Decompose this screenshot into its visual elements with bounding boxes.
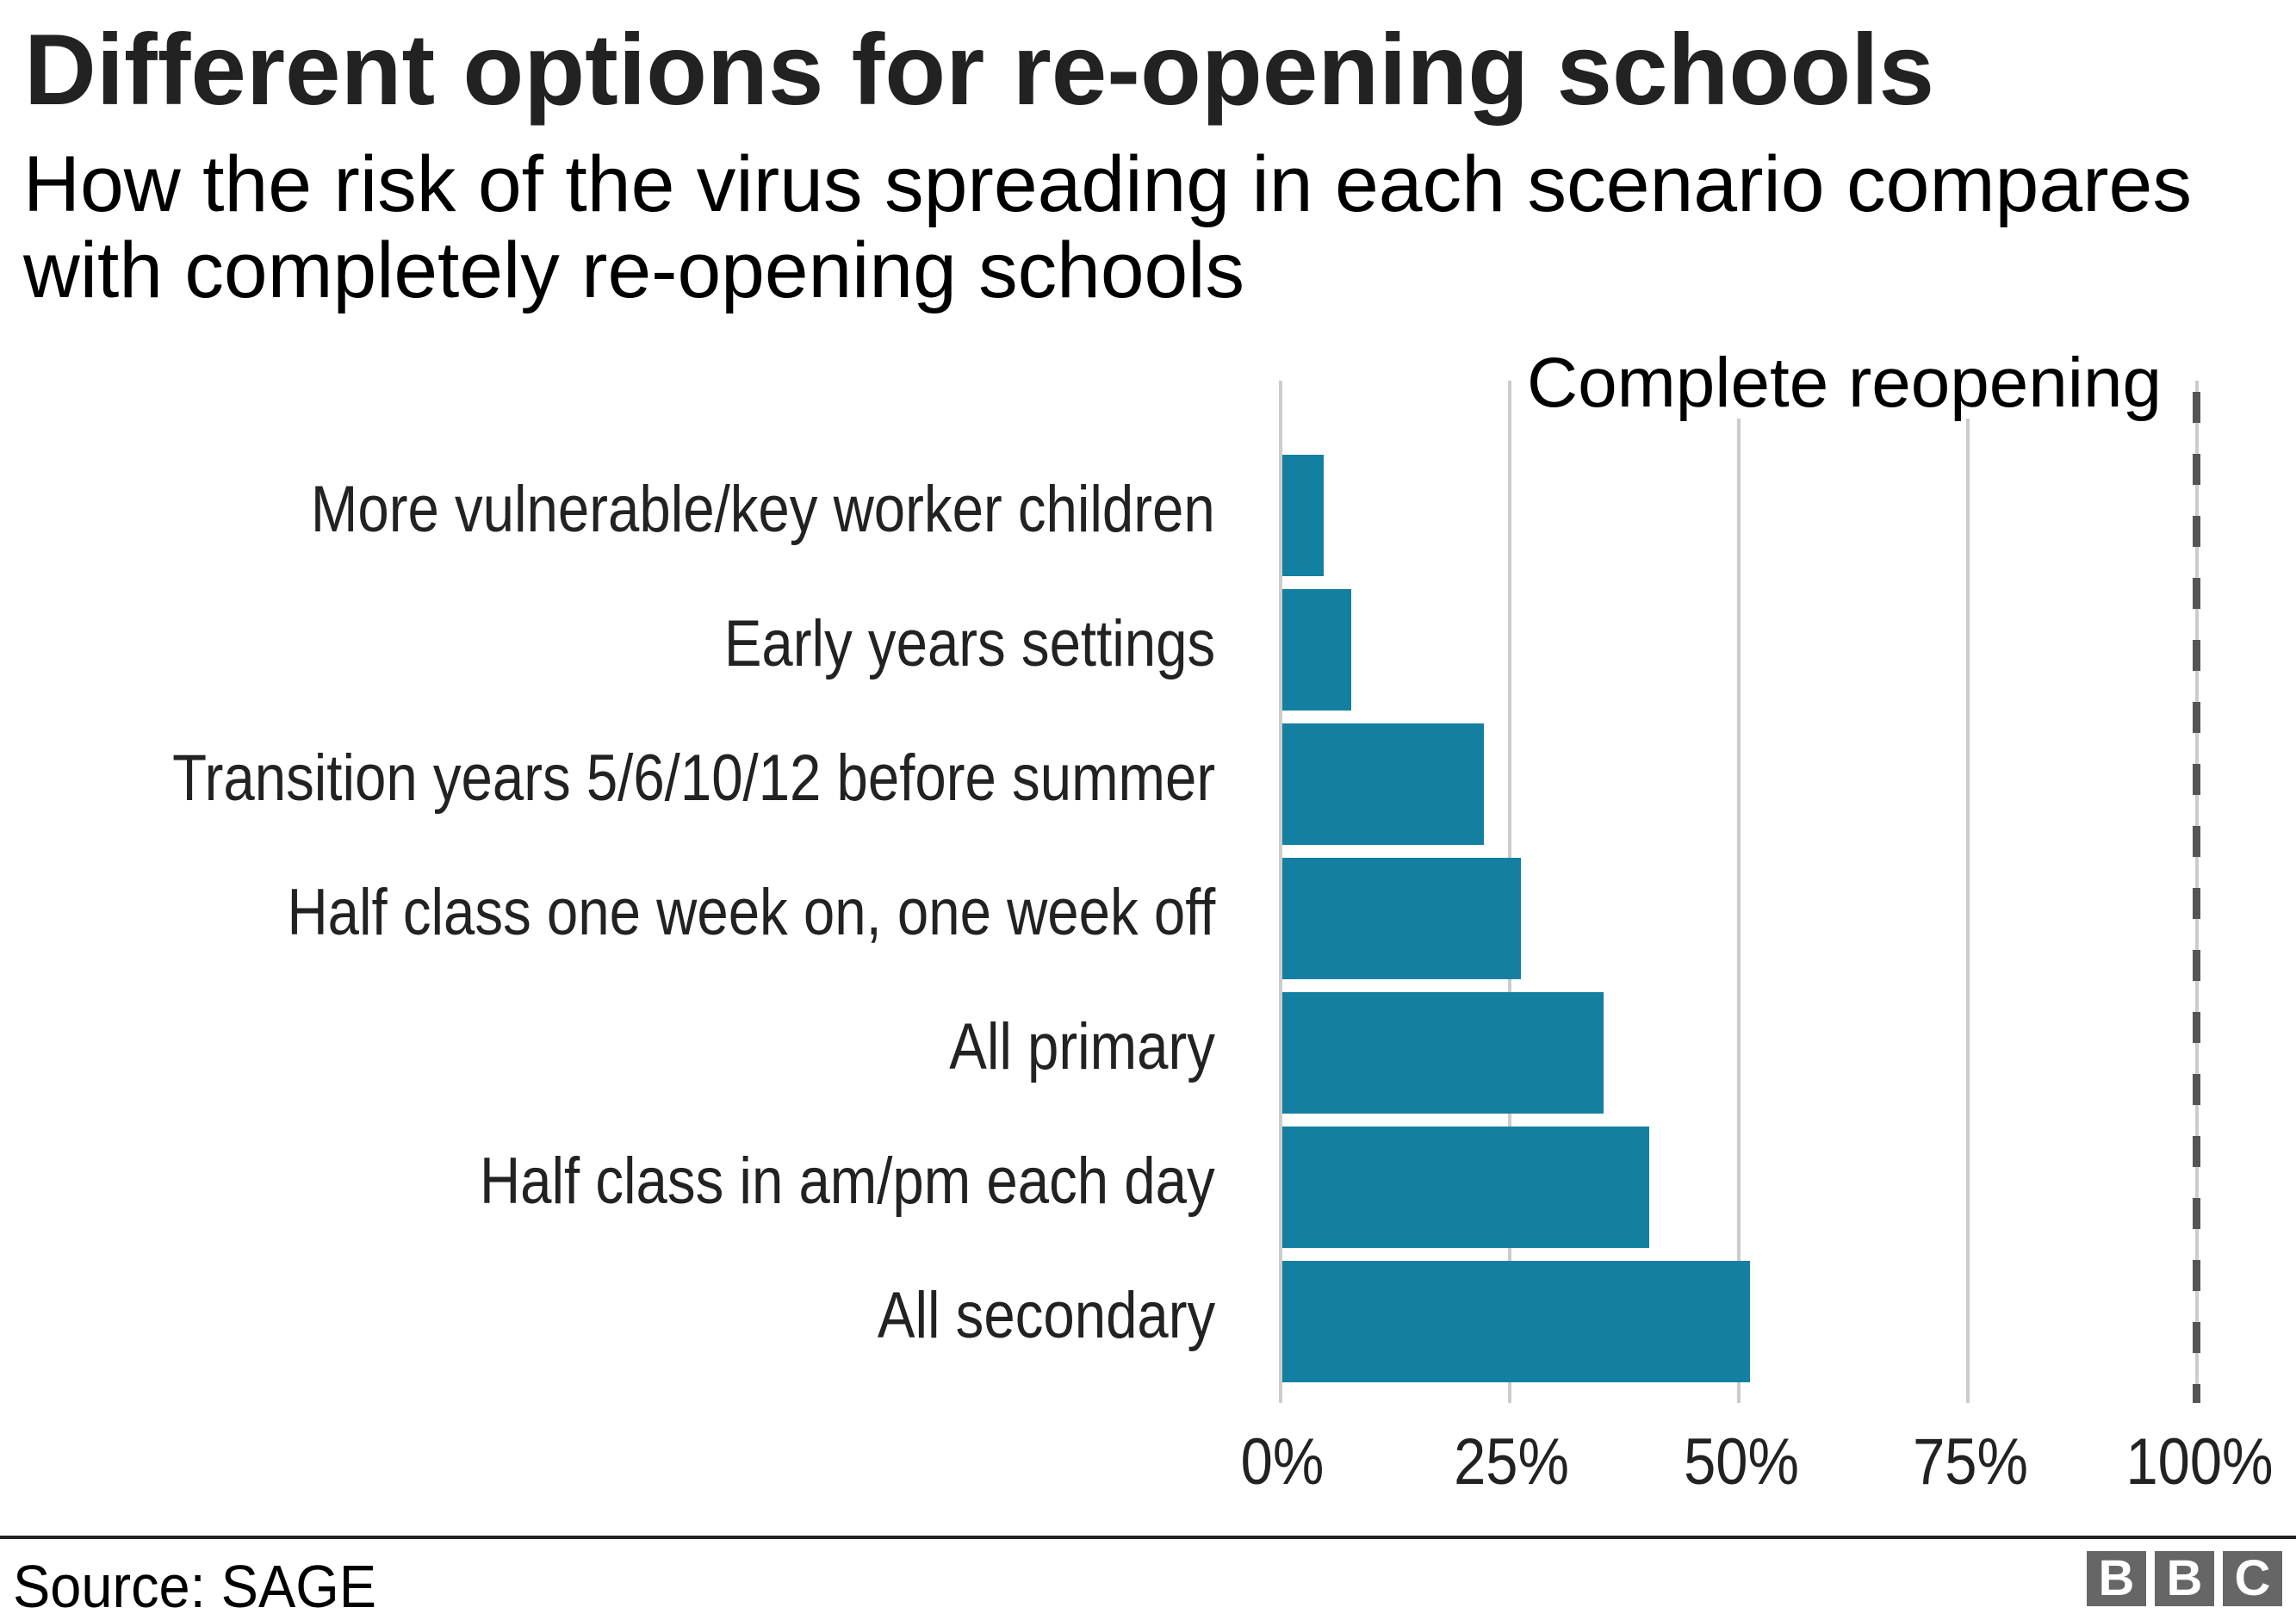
bbc-logo-letter-b1: B xyxy=(2087,1551,2146,1606)
chart-subtitle-line-1: How the risk of the virus spreading in e… xyxy=(23,145,2207,224)
x-tick-label: 75% xyxy=(1912,1425,2028,1499)
bbc-logo-letter-b2: B xyxy=(2155,1551,2214,1606)
source-note: Source: SAGE xyxy=(13,1556,405,1617)
chart-subtitle-text-1: How the risk of the virus spreading in e… xyxy=(23,140,2192,228)
bar xyxy=(1282,992,1604,1114)
chart-title: Different options for re-opening schools xyxy=(24,19,1950,120)
bbc-logo-letter-c: C xyxy=(2223,1551,2282,1606)
x-tick-label: 100% xyxy=(2125,1425,2274,1499)
reference-dashed-line xyxy=(2193,392,2200,1403)
bar xyxy=(1282,723,1485,845)
bar xyxy=(1282,589,1351,711)
bar xyxy=(1282,1127,1649,1248)
category-label: All primary xyxy=(949,1009,1215,1083)
category-label: Transition years 5/6/10/12 before summer xyxy=(172,741,1215,815)
bar xyxy=(1282,1261,1751,1382)
footer-divider xyxy=(0,1536,2296,1539)
category-label: More vulnerable/key worker children xyxy=(311,472,1215,546)
bar xyxy=(1282,455,1324,576)
reference-label-text: Complete reopening xyxy=(1527,344,2162,422)
category-label: All secondary xyxy=(877,1278,1215,1352)
bar xyxy=(1282,858,1521,979)
gridline-50 xyxy=(1737,381,1741,1403)
x-tick-label: 25% xyxy=(1454,1425,1570,1499)
x-tick-label: 50% xyxy=(1683,1425,1799,1499)
category-label: Half class one week on, one week off xyxy=(287,875,1215,949)
chart-subtitle-text-2: with completely re-opening schools xyxy=(23,227,1244,314)
chart-subtitle-line-2: with completely re-opening schools xyxy=(23,231,1257,310)
x-tick-label: 0% xyxy=(1240,1425,1325,1499)
gridline-0 xyxy=(1279,381,1282,1403)
category-label: Half class in am/pm each day xyxy=(480,1144,1215,1218)
category-label: Early years settings xyxy=(723,606,1215,680)
gridline-75 xyxy=(1966,381,1970,1403)
chart-title-text: Different options for re-opening schools xyxy=(24,13,1934,126)
source-text: Source: SAGE xyxy=(13,1553,376,1620)
reference-label: Complete reopening xyxy=(1522,344,2169,422)
